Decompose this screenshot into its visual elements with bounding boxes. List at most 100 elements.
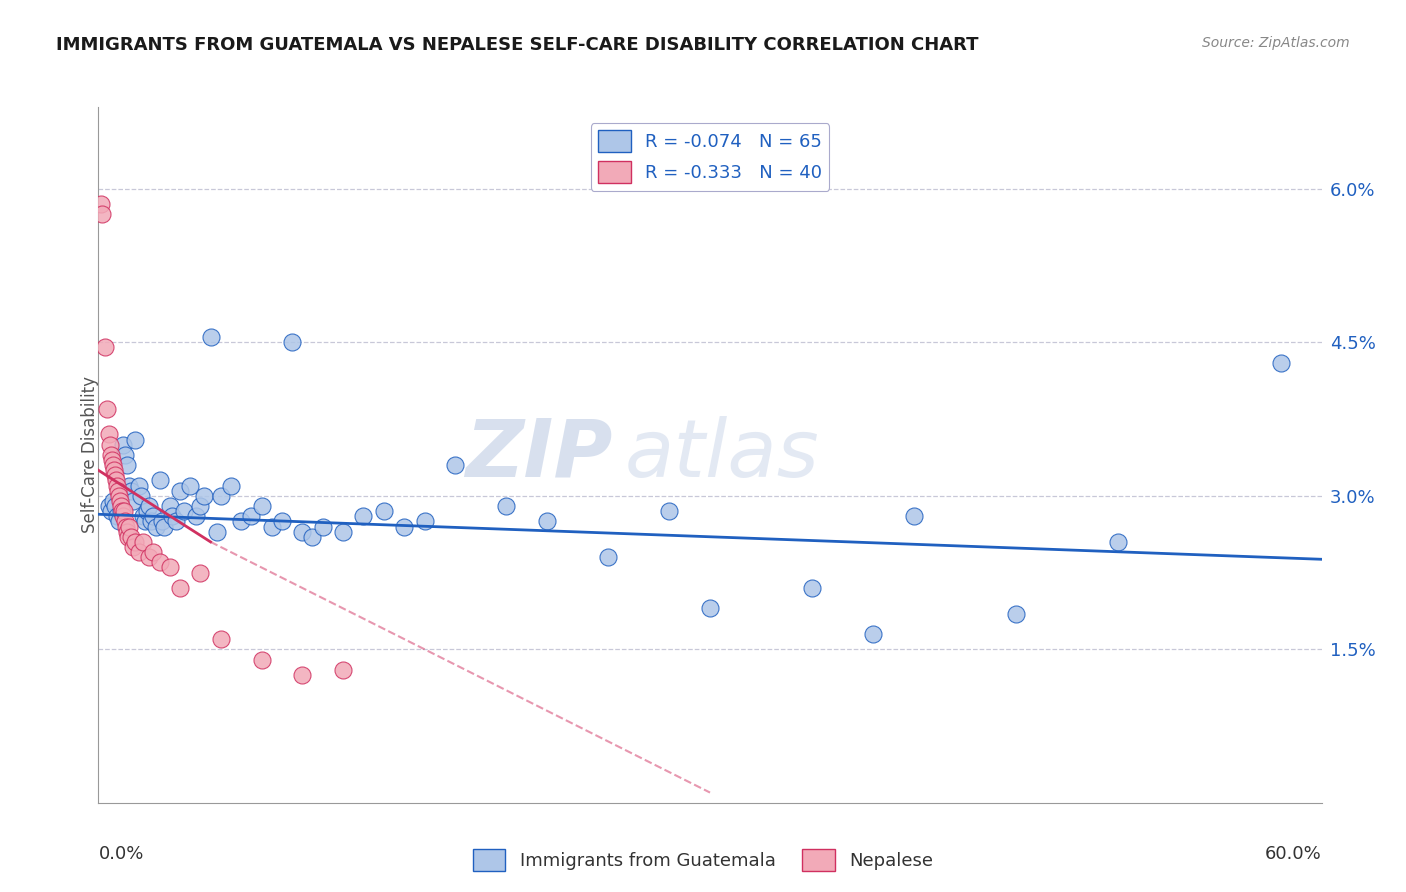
Point	[105, 478, 128, 492]
Point	[110, 504, 132, 518]
Point	[108, 515, 131, 529]
Point	[101, 458, 124, 472]
Point	[138, 550, 160, 565]
Point	[159, 560, 181, 574]
Point	[112, 504, 135, 518]
Point	[200, 330, 222, 344]
Point	[291, 668, 314, 682]
Legend: R = -0.074   N = 65, R = -0.333   N = 40: R = -0.074 N = 65, R = -0.333 N = 40	[591, 123, 830, 191]
Text: atlas: atlas	[624, 416, 820, 494]
Point	[352, 509, 374, 524]
Point	[104, 468, 127, 483]
Point	[1270, 356, 1292, 370]
Point	[100, 453, 122, 467]
Point	[115, 458, 138, 472]
Point	[801, 581, 824, 595]
Point	[104, 474, 127, 488]
Point	[97, 427, 120, 442]
Text: 60.0%: 60.0%	[1265, 845, 1322, 863]
Point	[1004, 607, 1026, 621]
Point	[124, 433, 146, 447]
Point	[495, 499, 517, 513]
Point	[260, 519, 283, 533]
Point	[90, 197, 112, 211]
Point	[108, 494, 131, 508]
Point	[114, 448, 136, 462]
Point	[120, 530, 142, 544]
Point	[291, 524, 314, 539]
Point	[111, 438, 134, 452]
Point	[122, 540, 145, 554]
Y-axis label: Self-Care Disability: Self-Care Disability	[82, 376, 98, 533]
Point	[100, 448, 122, 462]
Point	[98, 438, 121, 452]
Point	[209, 632, 232, 646]
Point	[188, 499, 212, 513]
Point	[240, 509, 263, 524]
Point	[115, 524, 138, 539]
Point	[124, 535, 146, 549]
Point	[141, 515, 163, 529]
Point	[142, 545, 165, 559]
Point	[100, 504, 122, 518]
Point	[188, 566, 212, 580]
Point	[332, 663, 354, 677]
Legend: Immigrants from Guatemala, Nepalese: Immigrants from Guatemala, Nepalese	[465, 842, 941, 879]
Point	[150, 515, 173, 529]
Point	[93, 341, 115, 355]
Point	[165, 515, 187, 529]
Point	[110, 499, 132, 513]
Point	[209, 489, 232, 503]
Point	[111, 504, 134, 518]
Point	[132, 535, 155, 549]
Text: Source: ZipAtlas.com: Source: ZipAtlas.com	[1202, 36, 1350, 50]
Point	[96, 401, 118, 416]
Point	[118, 519, 141, 533]
Point	[173, 504, 195, 518]
Point	[142, 509, 165, 524]
Point	[118, 478, 141, 492]
Point	[107, 483, 129, 498]
Point	[312, 519, 335, 533]
Point	[205, 524, 228, 539]
Point	[250, 652, 273, 666]
Text: ZIP: ZIP	[465, 416, 612, 494]
Point	[111, 509, 134, 524]
Point	[413, 515, 436, 529]
Point	[332, 524, 354, 539]
Point	[114, 515, 136, 529]
Point	[862, 627, 884, 641]
Point	[128, 478, 150, 492]
Point	[152, 519, 174, 533]
Point	[97, 499, 120, 513]
Text: 0.0%: 0.0%	[98, 845, 143, 863]
Point	[129, 489, 152, 503]
Point	[536, 515, 558, 529]
Point	[193, 489, 215, 503]
Point	[108, 489, 131, 503]
Point	[1107, 535, 1129, 549]
Text: IMMIGRANTS FROM GUATEMALA VS NEPALESE SELF-CARE DISABILITY CORRELATION CHART: IMMIGRANTS FROM GUATEMALA VS NEPALESE SE…	[56, 36, 979, 54]
Point	[596, 550, 619, 565]
Point	[138, 499, 160, 513]
Point	[145, 519, 167, 533]
Point	[103, 463, 125, 477]
Point	[105, 509, 128, 524]
Point	[115, 519, 138, 533]
Point	[231, 515, 253, 529]
Point	[392, 519, 416, 533]
Point	[120, 483, 142, 498]
Point	[699, 601, 721, 615]
Point	[658, 504, 681, 518]
Point	[281, 335, 304, 350]
Point	[270, 515, 294, 529]
Point	[132, 509, 155, 524]
Point	[250, 499, 273, 513]
Point	[104, 499, 127, 513]
Point	[373, 504, 395, 518]
Point	[444, 458, 467, 472]
Point	[179, 478, 201, 492]
Point	[149, 555, 172, 569]
Point	[169, 581, 191, 595]
Point	[301, 530, 323, 544]
